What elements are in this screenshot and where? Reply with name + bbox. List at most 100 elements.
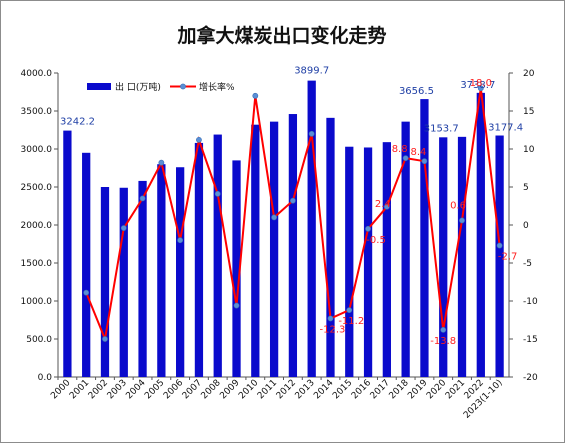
x-tick-label: 2016 bbox=[350, 378, 373, 401]
bar-data-label: 3656.5 bbox=[399, 86, 434, 97]
x-tick-label: 2007 bbox=[181, 378, 204, 401]
growth-point-2005 bbox=[158, 159, 165, 166]
x-tick-label: 2010 bbox=[237, 378, 260, 401]
growth-point-2002 bbox=[102, 336, 108, 342]
bar-2019 bbox=[420, 99, 429, 377]
growth-point-2001 bbox=[83, 289, 90, 296]
legend-bar-label: 出 口(万吨) bbox=[115, 81, 161, 93]
growth-point-2015 bbox=[346, 307, 353, 314]
growth-data-label: -2.7 bbox=[498, 252, 518, 263]
x-tick-label: 2021 bbox=[444, 378, 467, 401]
bar-2011 bbox=[269, 121, 279, 377]
chart-title: 加拿大煤炭出口变化走势 bbox=[176, 24, 386, 47]
x-tick-label: 2012 bbox=[275, 378, 298, 401]
growth-point-2017 bbox=[383, 203, 390, 210]
y-left-tick-label: 3500.0 bbox=[21, 107, 53, 117]
growth-data-label: 18.0 bbox=[470, 78, 492, 89]
growth-point-2008 bbox=[214, 190, 221, 197]
x-tick-label: 2002 bbox=[87, 378, 110, 401]
x-tick-label: 2015 bbox=[331, 378, 354, 401]
bar-2013 bbox=[307, 80, 316, 377]
growth-point-2018 bbox=[402, 155, 409, 162]
x-tick-label: 2004 bbox=[124, 378, 147, 401]
growth-point-2013 bbox=[308, 130, 315, 137]
bar-2007 bbox=[194, 142, 204, 377]
y-left-tick-label: 1000.0 bbox=[21, 297, 53, 307]
bar-2021 bbox=[457, 136, 467, 377]
y-right-tick-label: 0 bbox=[523, 221, 529, 231]
growth-data-label: -13.8 bbox=[430, 336, 456, 347]
bar-2005 bbox=[157, 164, 166, 377]
y-right-tick-label: -15 bbox=[523, 335, 538, 345]
x-tick-label: 2020 bbox=[425, 378, 448, 401]
y-left-tick-label: 4000.0 bbox=[21, 69, 53, 79]
bar-2004 bbox=[138, 180, 147, 377]
growth-point-2014 bbox=[327, 315, 334, 322]
bar-2008 bbox=[213, 134, 222, 377]
bar-data-label: 3177.4 bbox=[488, 123, 523, 134]
bar-data-label: 3153.7 bbox=[424, 123, 459, 134]
growth-data-label: 8.4 bbox=[410, 147, 426, 158]
legend-line-marker bbox=[180, 83, 186, 90]
y-right-tick-label: -10 bbox=[523, 297, 538, 307]
x-tick-label: 2000 bbox=[49, 378, 72, 401]
growth-point-2003 bbox=[120, 225, 127, 231]
bar-2002 bbox=[100, 187, 110, 377]
growth-data-label: -12.3 bbox=[320, 324, 346, 335]
y-left-tick-label: 3000.0 bbox=[21, 145, 53, 155]
growth-data-label: -0.5 bbox=[366, 235, 386, 246]
growth-point-2011 bbox=[271, 214, 278, 221]
growth-data-label: 8.8 bbox=[392, 144, 408, 155]
bar-2012 bbox=[288, 114, 298, 377]
x-tick-label: 2014 bbox=[312, 378, 335, 401]
x-tick-label: 2018 bbox=[387, 378, 410, 401]
x-tick-label: 2001 bbox=[68, 378, 91, 401]
x-tick-label: 2017 bbox=[369, 378, 392, 401]
y-right-tick-label: -5 bbox=[523, 259, 532, 269]
bar-2016 bbox=[363, 147, 373, 377]
growth-point-2021 bbox=[459, 217, 465, 224]
bar-2015 bbox=[345, 146, 354, 377]
growth-data-label: -11.2 bbox=[338, 316, 364, 327]
y-right-tick-label: -20 bbox=[523, 373, 538, 383]
growth-point-2023(1-10) bbox=[496, 242, 503, 249]
y-right-tick-label: 5 bbox=[523, 183, 529, 193]
growth-point-2012 bbox=[289, 197, 296, 204]
growth-point-2016 bbox=[365, 225, 371, 232]
x-tick-label: 2005 bbox=[143, 378, 166, 401]
bar-2003 bbox=[119, 187, 128, 377]
growth-data-label: 2.4 bbox=[375, 199, 391, 210]
growth-point-2009 bbox=[233, 302, 240, 309]
y-right-tick-label: 20 bbox=[523, 69, 535, 79]
bar-2006 bbox=[176, 167, 185, 377]
bar-2010 bbox=[251, 124, 260, 378]
bar-2009 bbox=[232, 160, 241, 377]
growth-point-2007 bbox=[196, 136, 202, 143]
growth-data-label: 0.6 bbox=[450, 200, 466, 211]
legend-line-label: 增长率% bbox=[199, 81, 235, 93]
growth-point-2022 bbox=[477, 85, 484, 92]
growth-point-2010 bbox=[252, 92, 259, 99]
x-tick-label: 2019 bbox=[406, 378, 429, 401]
legend-bar-swatch bbox=[87, 83, 111, 90]
bar-data-label: 3899.7 bbox=[294, 66, 329, 77]
bar-data-label: 3738.7 bbox=[460, 80, 495, 91]
growth-point-2019 bbox=[421, 158, 428, 165]
x-tick-label: 2011 bbox=[256, 378, 279, 401]
y-left-tick-label: 2500.0 bbox=[21, 183, 53, 193]
bar-2000 bbox=[63, 130, 72, 377]
bar-data-label: 3242.2 bbox=[60, 117, 95, 128]
bar-2017 bbox=[382, 142, 391, 377]
bar-2018 bbox=[401, 121, 410, 377]
x-tick-label: 2006 bbox=[162, 378, 185, 401]
growth-point-2004 bbox=[139, 195, 146, 202]
bar-2022 bbox=[476, 92, 485, 378]
bar-2014 bbox=[326, 117, 335, 377]
y-left-tick-label: 500.0 bbox=[26, 335, 52, 345]
y-left-tick-label: 2000.0 bbox=[21, 221, 53, 231]
x-tick-label: 2009 bbox=[218, 378, 241, 401]
x-tick-label: 2008 bbox=[200, 378, 223, 401]
y-right-tick-label: 10 bbox=[523, 145, 535, 155]
